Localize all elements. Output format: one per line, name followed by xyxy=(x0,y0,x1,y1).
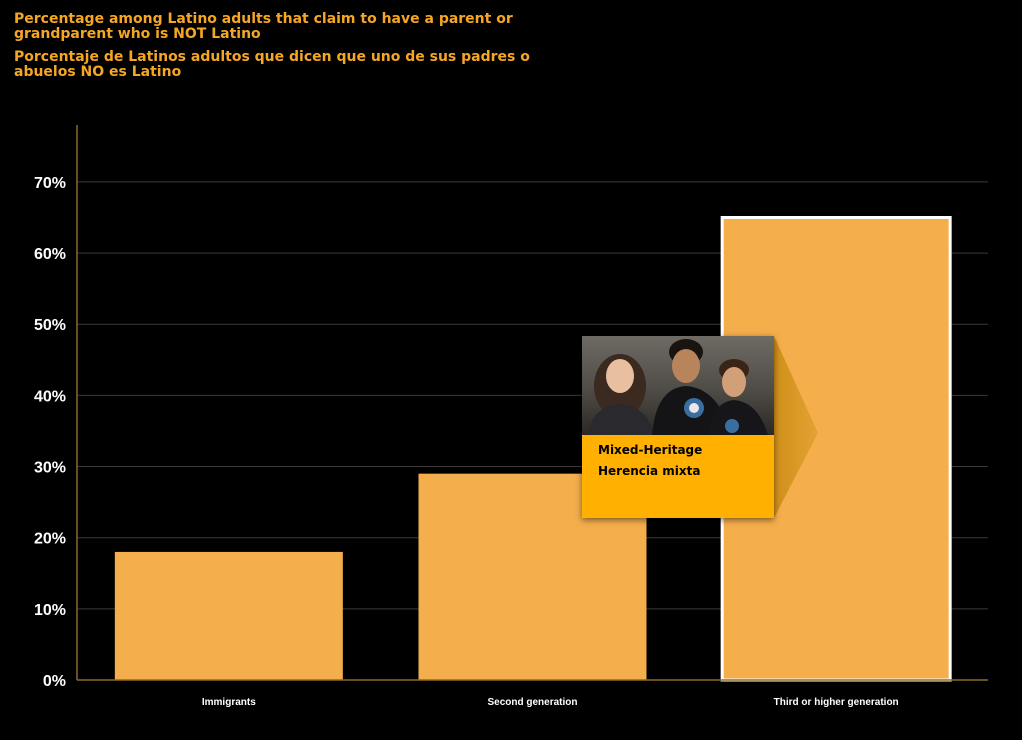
bar-1 xyxy=(114,551,343,680)
axes xyxy=(76,125,988,681)
x-tick-labels: Immigrants Second generation Third or high… xyxy=(202,697,899,708)
title-en-line-1: Percentage among Latino adults that clai… xyxy=(14,11,513,27)
y-tick-label: 50% xyxy=(34,317,66,334)
callout-label-english: Mixed-Heritage xyxy=(598,443,703,457)
y-tick-label: 20% xyxy=(34,531,66,548)
y-tick-label: 40% xyxy=(34,388,66,405)
y-tick-labels: 0% 10% 20% 30% 40% 50% 60% 70% xyxy=(34,175,66,690)
x-tick-label: Immigrants xyxy=(202,697,256,708)
y-tick-label: 30% xyxy=(34,460,66,477)
x-tick-label: Second generation xyxy=(487,697,577,708)
callout-pointer xyxy=(774,336,818,518)
callout-label-spanish: Herencia mixta xyxy=(598,464,701,478)
callout-label-box: Mixed-Heritage Herencia mixta xyxy=(582,435,774,518)
chart-title-english: Percentage among Latino adults that clai… xyxy=(14,12,534,42)
title-en-line-2: grandparent who is NOT Latino xyxy=(14,26,261,42)
title-es-line-1: Porcentaje de Latinos adultos que dicen … xyxy=(14,49,530,65)
bars xyxy=(114,216,952,682)
x-tick-label: Third or higher generation xyxy=(774,697,899,708)
mixed-heritage-callout: Mixed-Heritage Herencia mixta xyxy=(582,336,774,518)
family-photo-icon xyxy=(582,336,774,435)
title-es-line-2: abuelos NO es Latino xyxy=(14,64,182,80)
y-tick-label: 70% xyxy=(34,175,66,192)
y-tick-label: 60% xyxy=(34,246,66,263)
y-tick-label: 0% xyxy=(43,673,66,690)
y-tick-label: 10% xyxy=(34,602,66,619)
chart-title-spanish: Porcentaje de Latinos adultos que dicen … xyxy=(14,50,534,80)
